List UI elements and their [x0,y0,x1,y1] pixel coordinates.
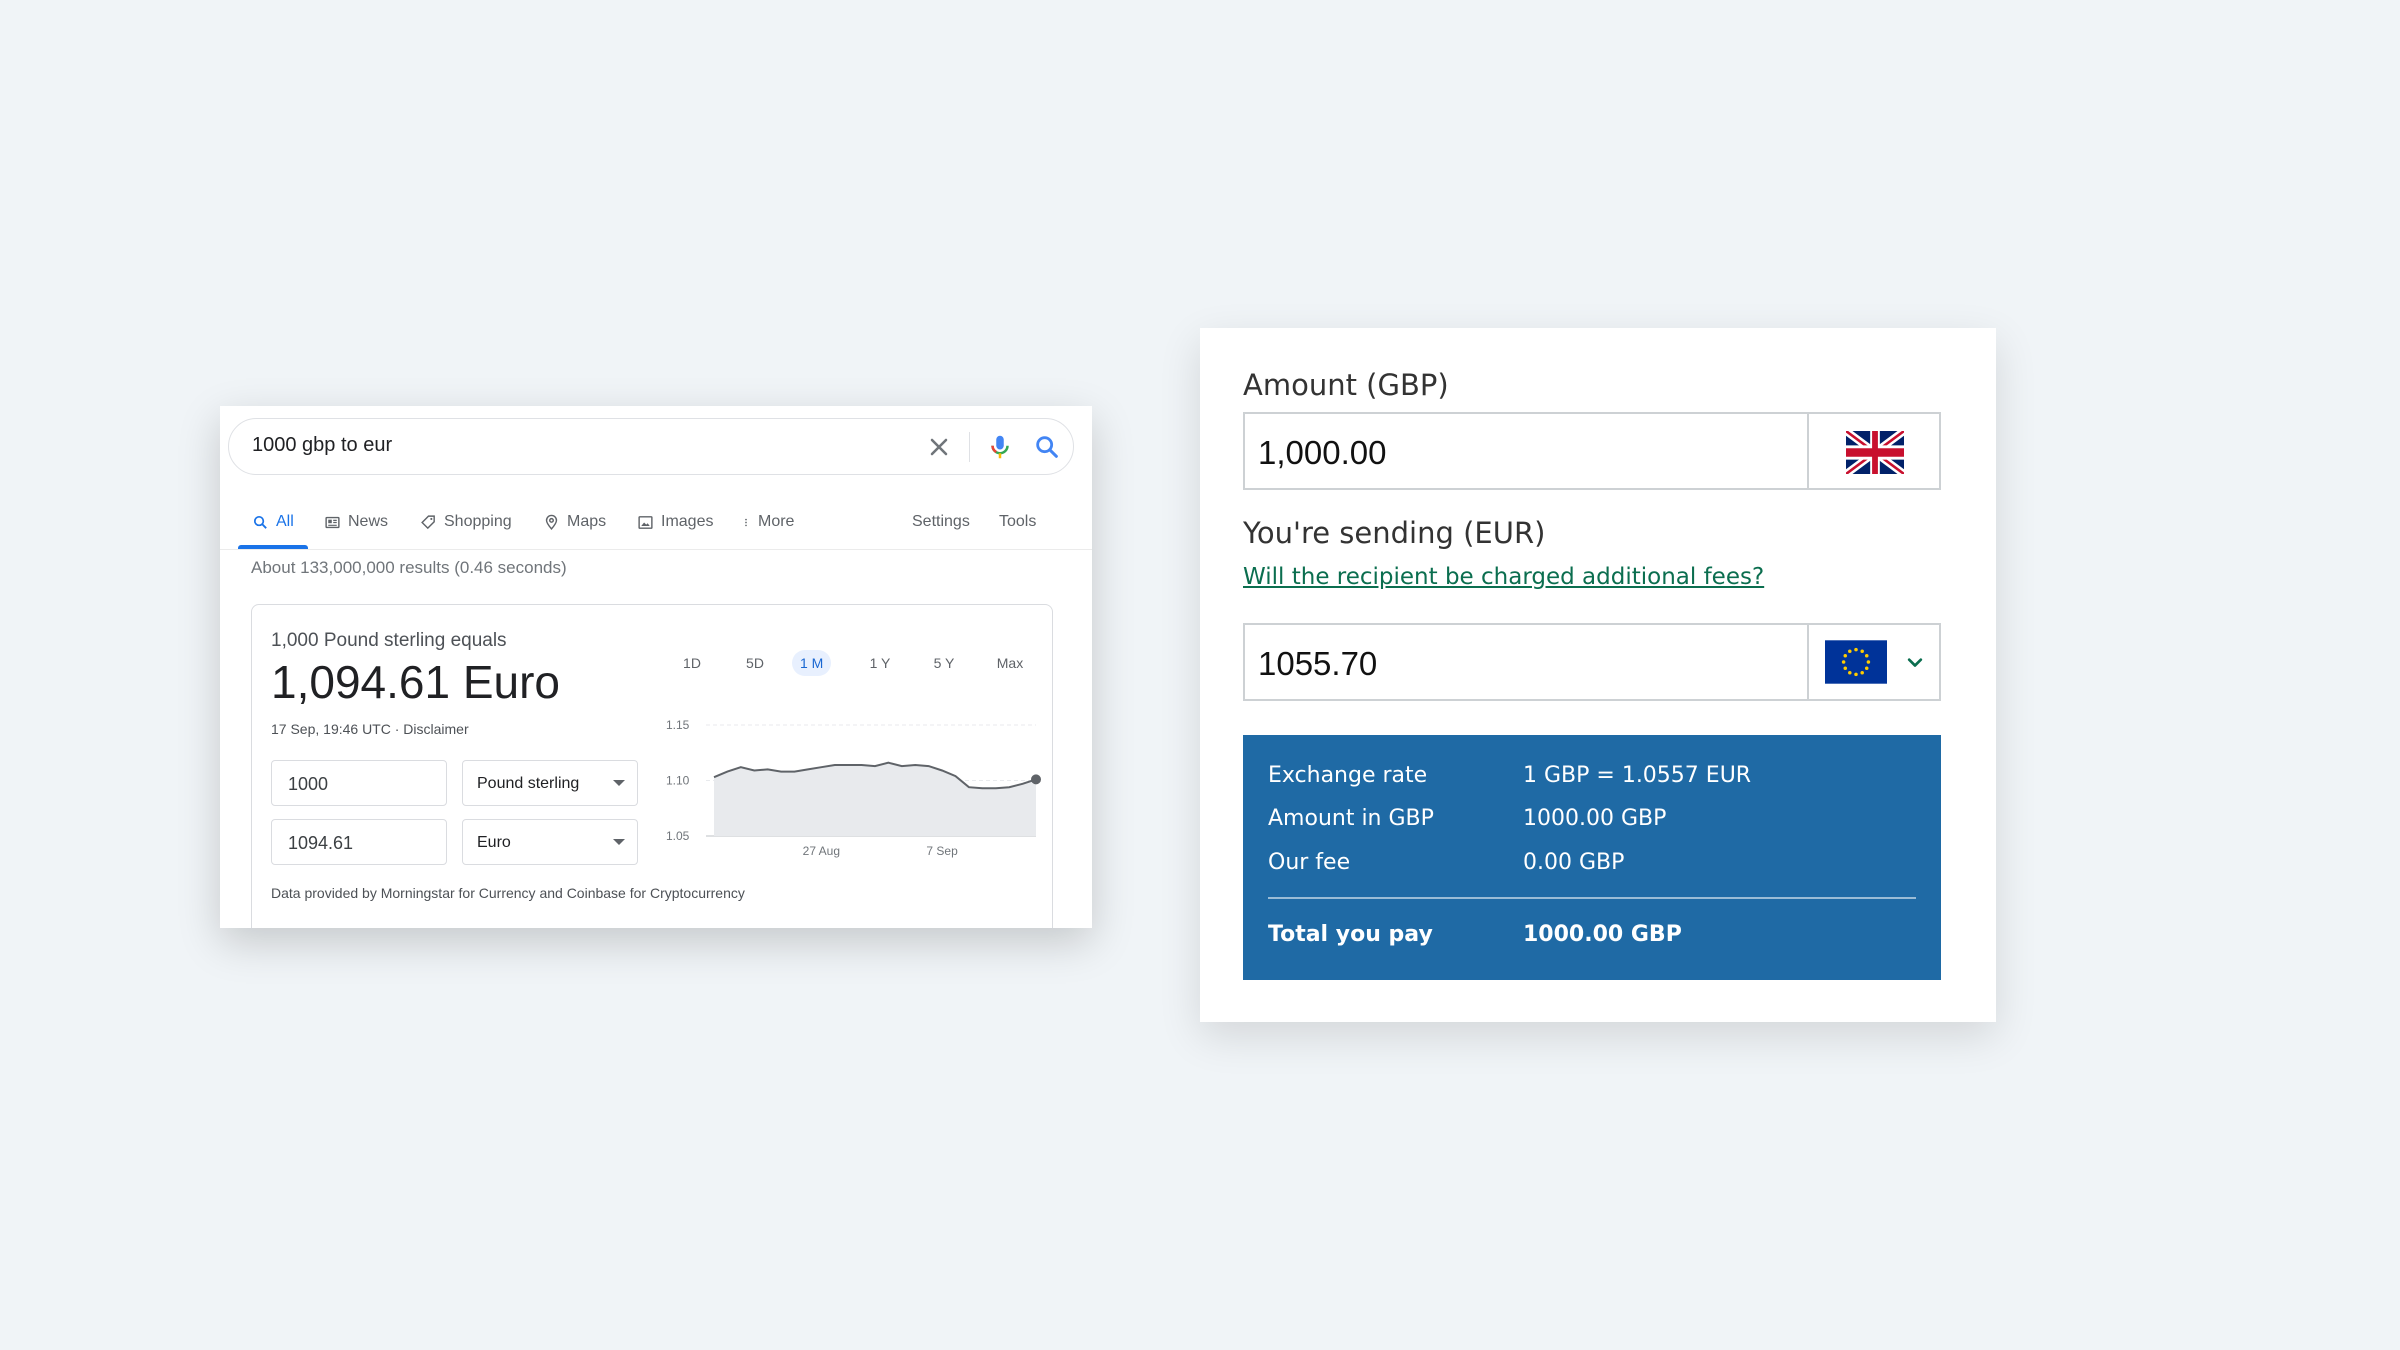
amount-field[interactable]: 1,000.00 [1243,412,1941,490]
converter-result: 1,094.61 Euro [271,656,561,708]
image-icon [638,515,653,529]
chart-area [714,762,1036,836]
to-currency-select[interactable]: Euro [462,819,638,865]
eu-star [1848,670,1852,675]
sending-label: You're sending (EUR) [1243,516,1546,550]
range-5d[interactable]: 5D [746,655,764,671]
tab-news[interactable]: News [324,510,388,534]
summary-divider [1268,897,1916,899]
result-stats: About 133,000,000 results (0.46 seconds) [251,558,567,577]
range-1d[interactable]: 1D [683,655,701,671]
eu-flag-icon [1825,640,1887,684]
chart-line [713,761,1037,790]
tab-label: Shopping [444,513,512,530]
exchange-rate-chart[interactable]: 1.15 1.10 1.05 27 Aug 7 Sep [664,705,1044,865]
eu-star [1841,660,1846,664]
from-currency-label: Pound sterling [477,775,580,792]
tab-label: More [758,513,795,530]
tab-label: Maps [567,513,607,530]
eu-star [1854,647,1858,652]
more-vert-icon [745,518,747,526]
eur-currency-select[interactable] [1807,625,1939,699]
chevron-down-icon [1907,658,1923,667]
range-max[interactable]: Max [996,655,1024,671]
tag-icon [421,514,435,529]
chart-y-tick-label: 1.05 [666,829,690,843]
dropdown-arrow-icon [613,780,625,786]
chart-x-tick-label: 27 Aug [803,844,840,858]
transfer-summary: Exchange rate 1 GBP = 1.0557 EUR Amount … [1243,735,1941,980]
eu-star [1848,649,1852,654]
eu-star [1864,654,1869,658]
tab-all[interactable]: All [252,510,294,534]
search-input[interactable]: 1000 gbp to eur [252,434,393,456]
tab-label: News [348,513,389,530]
from-currency-select[interactable]: Pound sterling [462,760,638,806]
gbp-currency-box [1807,414,1939,488]
uk-flag-icon [1846,431,1904,474]
eu-star [1843,666,1848,670]
map-pin-icon [545,514,558,530]
converter-equals-text: 1,000 Pound sterling equals [271,630,507,651]
news-icon [325,516,340,528]
range-1m[interactable]: 1 M [792,650,832,676]
sending-value[interactable]: 1055.70 [1258,645,1378,682]
range-1y[interactable]: 1 Y [869,655,891,671]
search-icon [253,515,267,529]
to-amount-input[interactable]: 1094.61 [271,819,447,865]
tab-more[interactable]: More [741,510,794,534]
amount-label: Amount (GBP) [1243,368,1449,402]
search-box[interactable]: 1000 gbp to eur [228,418,1074,475]
summary-value: 1 GBP = 1.0557 EUR [1523,763,1752,788]
currency-converter: 1,000 Pound sterling equals 1,094.61 Eur… [251,604,1053,928]
summary-key: Amount in GBP [1268,806,1434,831]
chart-y-tick-label: 1.15 [666,718,690,732]
chart-last-point [1031,774,1041,785]
eu-star [1854,672,1858,677]
range-5y[interactable]: 5 Y [933,655,955,671]
active-tab-indicator [238,545,308,549]
tab-label: All [276,513,294,530]
search-tabs: All News Shopping Maps Images More Setti… [220,502,1092,550]
eu-star [1864,666,1869,670]
from-amount-input[interactable]: 1000 [271,760,447,806]
settings-link[interactable]: Settings [912,513,970,530]
summary-key: Exchange rate [1268,763,1428,788]
dropdown-arrow-icon [613,839,625,845]
converter-timestamp: 17 Sep, 19:46 UTC · Disclaimer [271,721,469,737]
eu-star [1866,660,1871,664]
tab-label: Images [661,513,714,530]
eu-star [1843,654,1848,658]
search-icon[interactable] [1033,433,1061,461]
sending-field[interactable]: 1055.70 [1243,623,1941,701]
amount-value[interactable]: 1,000.00 [1258,434,1387,471]
tab-images[interactable]: Images [637,510,713,534]
fees-info-link[interactable]: Will the recipient be charged additional… [1243,564,1765,590]
chart-y-tick-label: 1.10 [666,774,690,788]
tab-shopping[interactable]: Shopping [420,510,512,534]
tools-link[interactable]: Tools [999,513,1037,530]
summary-key: Our fee [1268,850,1351,875]
eu-star [1860,670,1864,675]
total-value: 1000.00 GBP [1523,922,1682,947]
eu-star [1860,649,1864,654]
tab-maps[interactable]: Maps [543,510,606,534]
to-currency-label: Euro [477,834,511,851]
transfer-form-card: Amount (GBP) 1,000.00 You're sending (EU… [1200,328,1996,1022]
data-attribution: Data provided by Morningstar for Currenc… [271,885,745,901]
total-key: Total you pay [1268,922,1433,947]
search-divider [969,432,970,462]
summary-value: 0.00 GBP [1523,850,1625,875]
summary-value: 1000.00 GBP [1523,806,1667,831]
clear-icon[interactable] [925,433,953,461]
chart-x-tick-label: 7 Sep [926,844,958,858]
google-search-card: 1000 gbp to eur All News Shopping [220,406,1092,928]
mic-icon[interactable] [985,431,1015,463]
